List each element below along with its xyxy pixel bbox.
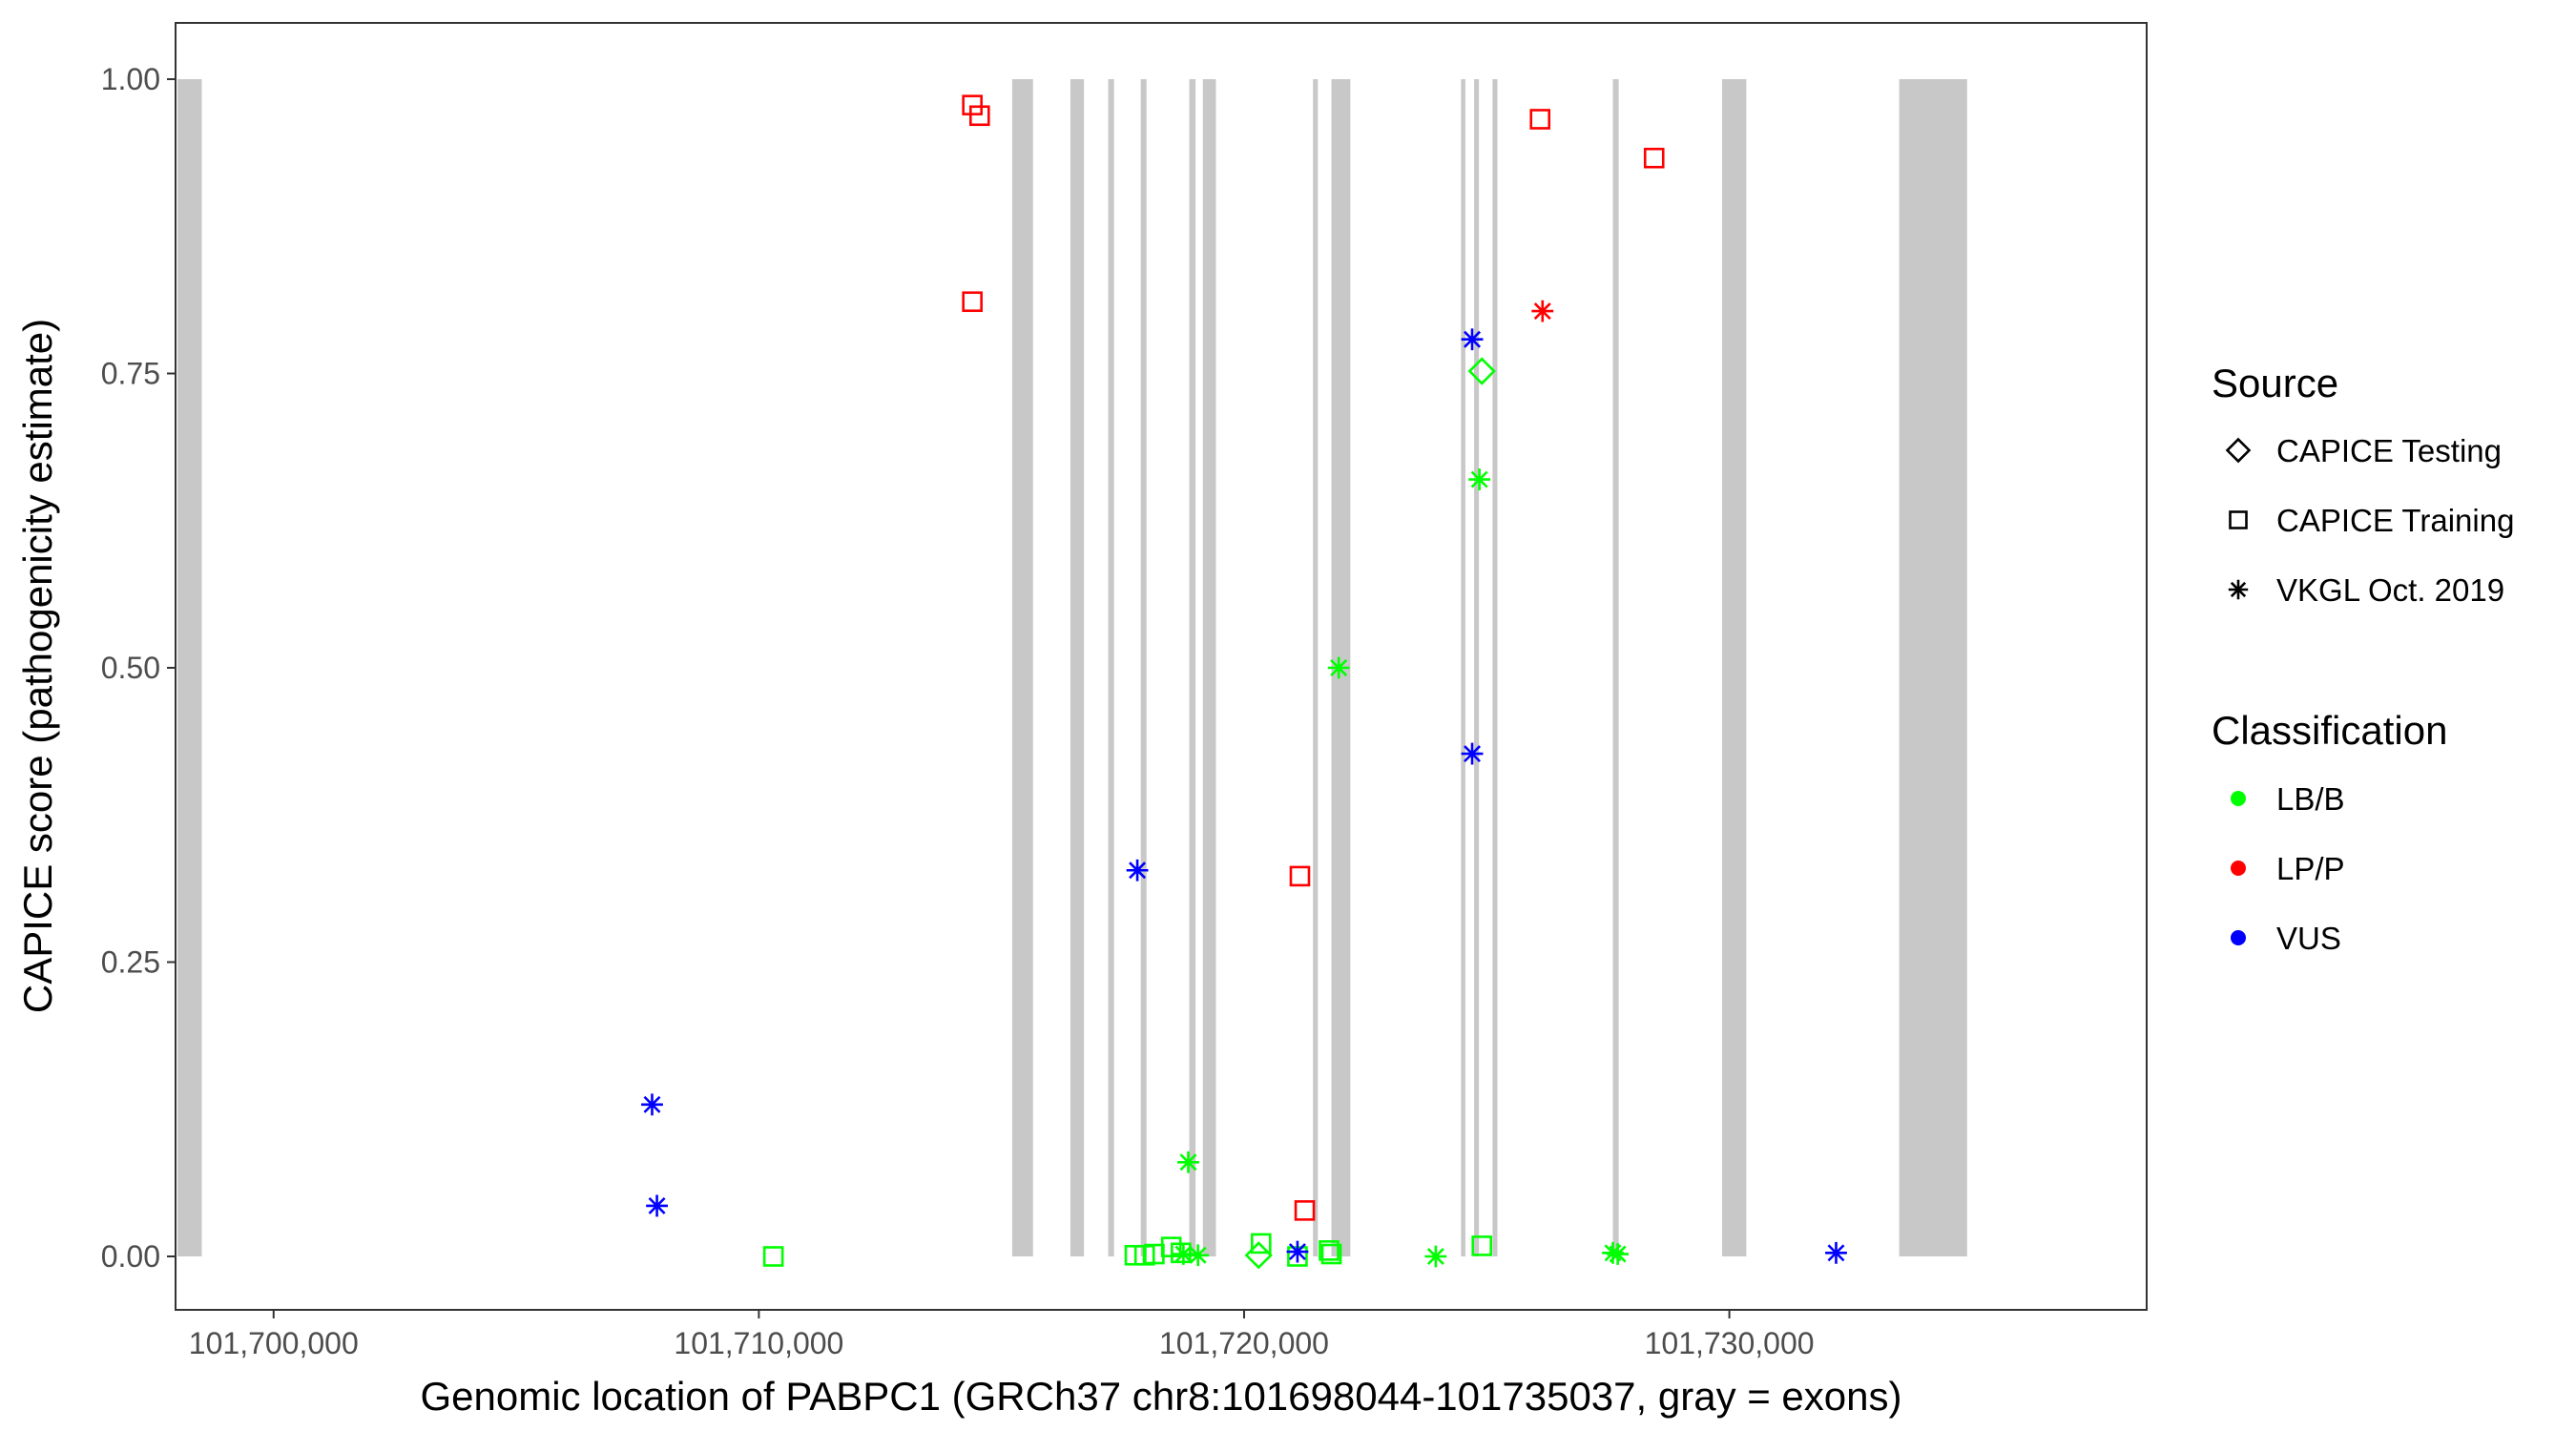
legend-key (2231, 791, 2246, 806)
data-point (762, 1246, 784, 1267)
data-point (1320, 1243, 1342, 1265)
exon-bar (177, 79, 202, 1256)
legend-key (2229, 510, 2248, 529)
exon-layer (177, 79, 1967, 1256)
x-axis-title: Genomic location of PABPC1 (GRCh37 chr8:… (421, 1374, 1902, 1419)
data-point (1529, 109, 1551, 130)
exon-bar (1313, 79, 1319, 1256)
axis-layer: 0.00 0.25 0.50 0.75 1.00 101,700,000 101,710,0… (101, 62, 1815, 1360)
exon-bar (1899, 79, 1967, 1256)
legend-key (2231, 861, 2246, 876)
exon-bar (1721, 79, 1747, 1256)
data-point (1471, 1235, 1492, 1256)
plot-panel-border (175, 22, 2148, 1311)
exon-bar (1011, 79, 1033, 1256)
exon-bar (1474, 79, 1480, 1256)
data-point (646, 1194, 668, 1217)
exon-bar (1070, 79, 1085, 1256)
point-layer (641, 94, 1847, 1270)
y-tick-label: 0.50 (101, 651, 160, 685)
data-point (1424, 1245, 1447, 1268)
data-point (1244, 1241, 1273, 1270)
data-point (1643, 147, 1665, 169)
data-point (1825, 1241, 1847, 1264)
data-point (1126, 859, 1149, 881)
data-point (962, 94, 983, 115)
exon-bar (1140, 79, 1147, 1256)
exon-bar (1492, 79, 1498, 1256)
exon-bar (1612, 79, 1619, 1256)
data-point (1177, 1151, 1199, 1173)
data-point (641, 1093, 663, 1116)
x-tick-label: 101,720,000 (1159, 1326, 1329, 1360)
data-point (1250, 1233, 1272, 1255)
legend-label: VKGL Oct. 2019 (2276, 572, 2504, 608)
data-point (1467, 357, 1496, 385)
legend-label: VUS (2276, 921, 2341, 956)
exon-bar (1108, 79, 1114, 1256)
y-tick-label: 1.00 (101, 62, 160, 96)
legend-key (2228, 579, 2249, 600)
exon-bar (1461, 79, 1465, 1256)
legend-title: Classification (2212, 708, 2447, 753)
y-tick-label: 0.00 (101, 1239, 160, 1274)
y-tick-label: 0.25 (101, 945, 160, 980)
data-point (1286, 1240, 1309, 1263)
data-point (1289, 865, 1311, 887)
x-tick-label: 101,730,000 (1645, 1326, 1815, 1360)
data-point (1187, 1244, 1210, 1267)
data-point (1319, 1240, 1340, 1261)
data-point (1468, 468, 1491, 490)
legend-label: LP/P (2276, 851, 2345, 886)
data-point (1327, 656, 1350, 679)
data-point (1461, 328, 1484, 351)
y-axis-title: CAPICE score (pathogenicity estimate) (15, 319, 60, 1013)
legend-layer: Source CAPICE Testing CAPICE Training VKGL … (2212, 361, 2514, 956)
legend-label: CAPICE Training (2276, 503, 2514, 538)
legend-label: LB/B (2276, 781, 2345, 817)
exon-bar (1202, 79, 1216, 1256)
data-point (1294, 1200, 1316, 1221)
data-point (1531, 300, 1554, 322)
data-point (1173, 1243, 1195, 1265)
legend-key (2231, 930, 2246, 945)
legend-key (2225, 437, 2252, 464)
x-tick-label: 101,700,000 (189, 1326, 359, 1360)
legend-label: CAPICE Testing (2276, 433, 2502, 468)
data-point (1607, 1243, 1629, 1265)
exon-bar (1189, 79, 1196, 1256)
legend-title: Source (2212, 361, 2338, 405)
data-point (962, 291, 983, 313)
y-tick-label: 0.75 (101, 357, 160, 391)
data-point (968, 105, 990, 127)
x-tick-label: 101,710,000 (674, 1326, 843, 1360)
data-point (1461, 742, 1484, 765)
